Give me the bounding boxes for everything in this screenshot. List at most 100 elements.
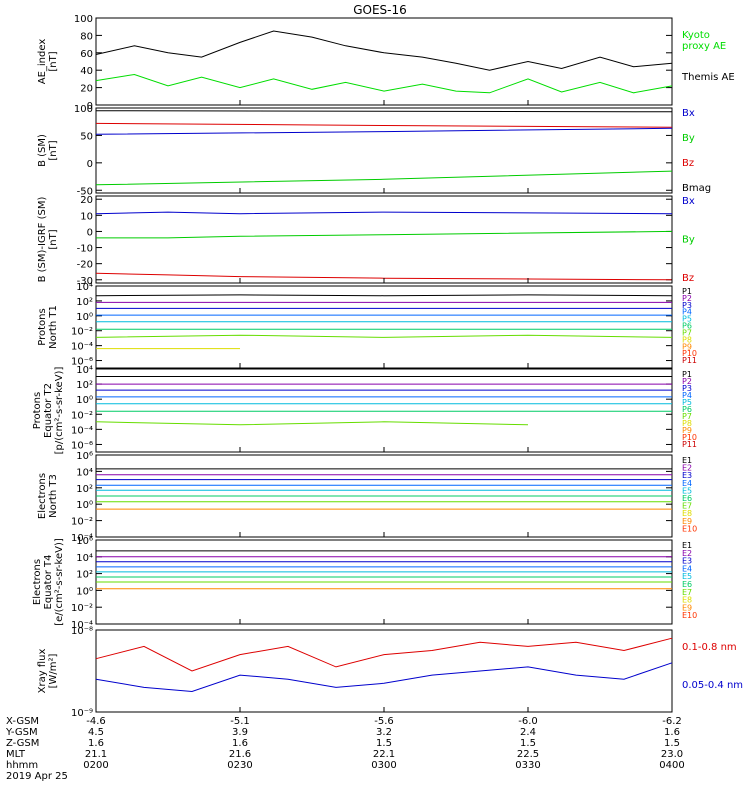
coord-value: 0200 [83, 760, 108, 771]
y-tick-label: -30 [77, 276, 93, 287]
y-axis-label: Equator T4 [43, 555, 54, 610]
coord-value: 4.5 [88, 727, 104, 738]
y-axis-label: B (SM)-IGRF (SM) [37, 197, 48, 283]
y-tick-label: 10⁻⁴ [71, 342, 93, 353]
legend-entry: P11 [682, 356, 697, 365]
y-tick-label: 10⁻² [71, 517, 93, 528]
y-tick-label: -50 [77, 186, 93, 197]
panel-pe: 10⁴ 10² 10⁰ 10⁻² 10⁻⁴ 10⁻⁶ Protons Equator T2 [p… [32, 365, 697, 454]
y-tick-label: 10⁴ [76, 467, 93, 478]
coord-value: -4.6 [86, 716, 106, 727]
y-tick-label: 10⁻⁸ [71, 626, 93, 637]
y-tick-label: 10² [76, 380, 93, 391]
y-axis-label: AE_index [37, 39, 48, 85]
y-axis-label: [p/(cm²-s-sr-keV)] [54, 367, 65, 455]
y-tick-label: 10⁻² [71, 327, 93, 338]
legend-entry: E4 [682, 564, 692, 573]
y-tick-label: 10⁻⁶ [71, 357, 93, 368]
y-tick-label: 50 [80, 131, 93, 142]
coord-value: 3.2 [376, 727, 392, 738]
y-axis-label: B (SM) [37, 134, 48, 167]
legend: Bx By Bz [682, 196, 695, 284]
y-axis-label: North T3 [48, 474, 59, 518]
y-tick-label: 20 [80, 195, 93, 206]
legend-entry: Themis AE [681, 72, 735, 83]
legend-entry: P6 [682, 322, 692, 331]
legend-entry: E1 [682, 541, 692, 550]
legend-entry: E9 [682, 603, 692, 612]
y-tick-label: 10⁻² [71, 410, 93, 421]
y-tick-label: 0 [87, 227, 93, 238]
series-bz [95, 122, 673, 128]
y-tick-label: 0 [87, 101, 93, 112]
coord-value: -6.0 [518, 716, 538, 727]
panel-bigrf: -30 -20 -10 0 10 20 B (SM)-IGRF (SM) [nT] Bx By Bz [37, 195, 695, 287]
legend-entry: E6 [682, 494, 692, 503]
legend-entry: E10 [682, 611, 697, 620]
legend-entry: By [682, 235, 695, 246]
coord-value: 1.5 [664, 738, 680, 749]
legend-entry: P10 [682, 433, 697, 442]
coord-value: -5.1 [230, 716, 250, 727]
series-p1 [95, 294, 673, 297]
legend-entry: P3 [682, 301, 692, 310]
coord-value: 1.6 [232, 738, 248, 749]
panel-frame [95, 368, 673, 453]
coord-row-label: hhmm [6, 760, 38, 771]
legend-entry: Kyoto [682, 30, 710, 41]
legend-entry: E9 [682, 517, 692, 526]
y-tick-label: 10⁴ [76, 282, 93, 293]
legend-entry: proxy AE [682, 41, 726, 52]
y-tick-label: 100 [74, 104, 93, 115]
coord-value: 23.0 [661, 749, 683, 760]
y-tick-label: 100 [74, 14, 93, 25]
coord-value: 22.5 [517, 749, 539, 760]
legend-entry: P7 [682, 328, 692, 337]
legend-entry: E3 [682, 557, 692, 566]
legend-entry: 0.1-0.8 nm [682, 642, 737, 653]
panel-pn: 10⁴ 10² 10⁰ 10⁻² 10⁻⁴ 10⁻⁶ Protons North T1 P1P2… [37, 282, 697, 369]
y-tick-label: 10⁻⁴ [71, 533, 93, 544]
legend-entry: E6 [682, 580, 692, 589]
series-by [96, 230, 673, 239]
coord-value: 3.9 [232, 727, 248, 738]
y-axis-label: [nT] [48, 51, 59, 71]
y-axis-label: [nT] [48, 229, 59, 249]
legend-entry: Bz [682, 158, 694, 169]
plot-title: GOES-16 [353, 3, 407, 17]
coord-row-label: Y-GSM [5, 727, 38, 738]
legend-entry: P2 [682, 294, 692, 303]
y-tick-label: 10⁻⁶ [71, 440, 93, 451]
legend-entry: P7 [682, 412, 692, 421]
y-axis-label: Equator T2 [43, 383, 54, 438]
series-p7 [95, 334, 673, 338]
legend-entry: E8 [682, 596, 692, 605]
coord-value: -6.2 [662, 716, 682, 727]
y-tick-label: 10⁰ [76, 586, 93, 597]
coord-value: 22.1 [373, 749, 395, 760]
y-tick-label: -20 [77, 260, 93, 271]
legend-entry: E7 [682, 588, 692, 597]
coord-value: 1.5 [376, 738, 392, 749]
panel-bsm: -50 0 50 100 B (SM) [nT] Bx By Bz Bmag [37, 104, 711, 197]
legend-entry: Bz [682, 273, 694, 284]
coord-value: -5.6 [374, 716, 394, 727]
y-tick-label: 10⁻² [71, 603, 93, 614]
y-axis-label: [e/(cm²-s-sr-keV)] [54, 538, 65, 626]
bottom-axis-table: X-GSM -4.6 -5.1 -5.6 -6.0 -6.2 Y-GSM 4.5 3.9 3.2 2… [5, 100, 685, 782]
legend-entry: E7 [682, 502, 692, 511]
y-axis-label: Xray flux [37, 649, 48, 694]
legend-entry: E3 [682, 471, 692, 480]
legend-entry: P9 [682, 342, 692, 351]
y-axis-label: Protons [32, 392, 43, 429]
legend-entry: E1 [682, 456, 692, 465]
y-tick-label: 10⁰ [76, 312, 93, 323]
coord-value: 21.6 [229, 749, 251, 760]
y-tick-label: 10⁰ [76, 500, 93, 511]
coord-value: 2.4 [520, 727, 536, 738]
legend-entry: E2 [682, 549, 692, 558]
y-tick-label: 10² [76, 484, 93, 495]
